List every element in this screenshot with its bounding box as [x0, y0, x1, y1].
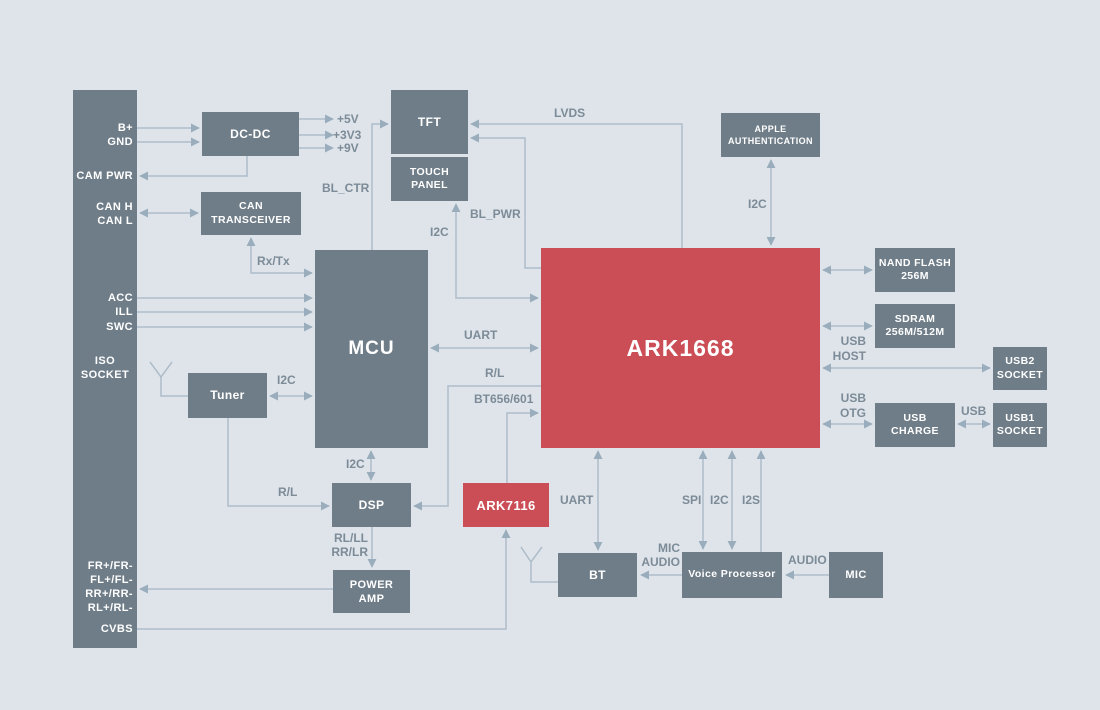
label-usb-host: USB HOST	[832, 334, 866, 363]
label-uart-mcu: UART	[464, 328, 498, 342]
label-rl-ark: R/L	[485, 366, 505, 380]
label-bt656-601: BT656/601	[474, 392, 534, 406]
pin-can-h: CAN H	[96, 201, 133, 213]
block-mic: MIC	[829, 552, 883, 598]
label-usb: USB	[961, 404, 987, 418]
label-rl-tuner: R/L	[278, 485, 298, 499]
label-i2c-tuner: I2C	[277, 373, 296, 387]
antenna-stem	[160, 377, 188, 397]
label-5v: +5V	[337, 112, 359, 126]
block-tuner: Tuner	[188, 373, 267, 418]
pin-speaker-outputs: FR+/FR- FL+/FL- RR+/RR- RL+/RL-	[85, 560, 133, 614]
block-nand-flash: NAND FLASH 256M	[875, 248, 955, 292]
wire-blctr-mcu-tft	[371, 119, 389, 250]
pin-cam-pwr: CAM PWR	[76, 170, 133, 182]
label-usb-otg: USB OTG	[840, 391, 866, 420]
wire-rl-ark-dsp	[413, 385, 541, 511]
pin-gnd: GND	[107, 136, 133, 148]
tuner-antenna-icon	[149, 361, 188, 397]
wire-campwr	[139, 156, 248, 181]
bt-antenna-icon	[520, 546, 558, 583]
block-power-amp: POWER AMP	[333, 570, 410, 613]
label-audio: AUDIO	[788, 553, 827, 567]
label-i2s: I2S	[742, 493, 761, 507]
block-mcu: MCU	[315, 250, 428, 448]
wire-rl-tuner-dsp	[227, 418, 330, 511]
label-rx-tx: Rx/Tx	[257, 254, 290, 268]
wire-lvds-ark-tft	[470, 119, 683, 248]
block-ark7116: ARK7116	[463, 483, 549, 527]
wire-cvbs-iso-ark7116	[137, 529, 511, 630]
iso-socket-label: ISO SOCKET	[80, 355, 130, 381]
block-bt: BT	[558, 553, 637, 597]
wire-rxtx	[246, 237, 313, 278]
block-tft: TFT	[391, 90, 468, 154]
block-dcdc: DC-DC	[202, 112, 299, 156]
label-uart-bt: UART	[560, 493, 594, 507]
label-rlll-rrlr: RL/LL RR/LR	[331, 531, 368, 559]
pin-swc: SWC	[106, 321, 133, 333]
block-usb1-socket: USB1 SOCKET	[993, 403, 1047, 447]
block-sdram: SDRAM 256M/512M	[875, 304, 955, 348]
wire-blpwr-ark-tft	[470, 133, 541, 269]
label-i2c-touch: I2C	[430, 225, 449, 239]
label-9v: +9V	[337, 141, 359, 155]
iso-socket-panel: B+ GND CAM PWR CAN H CAN L ACC ILL SWC I…	[73, 90, 137, 648]
pin-cvbs: CVBS	[100, 623, 133, 635]
label-3v3: +3V3	[333, 128, 362, 142]
block-can-transceiver: CAN TRANSCEIVER	[201, 192, 301, 235]
wire-bt656-ark7116-ark	[506, 408, 539, 483]
antenna-stem	[530, 562, 558, 583]
wire-i2c-touch-ark	[451, 203, 539, 303]
label-spi: SPI	[682, 493, 702, 507]
pin-acc: ACC	[107, 292, 133, 304]
antenna-v	[520, 546, 543, 564]
block-ark1668: ARK1668	[541, 248, 820, 448]
label-bl-pwr: BL_PWR	[470, 207, 521, 221]
block-usb2-socket: USB2 SOCKET	[993, 347, 1047, 390]
block-voice-processor: Voice Processor	[682, 552, 782, 598]
block-apple-authentication: APPLE AUTHENTICATION	[721, 113, 820, 157]
label-i2c-apple: I2C	[748, 197, 767, 211]
label-bl-ctr: BL_CTR	[322, 181, 370, 195]
pin-ill: ILL	[115, 306, 133, 318]
block-dsp: DSP	[332, 483, 411, 527]
pin-can-l: CAN L	[97, 215, 133, 227]
label-i2c-vp: I2C	[710, 493, 729, 507]
pin-b-plus: B+	[117, 122, 133, 134]
label-i2c-dsp: I2C	[346, 457, 365, 471]
block-usb-charge: USB CHARGE	[875, 403, 955, 447]
antenna-v	[149, 361, 173, 379]
label-mic-audio: MIC AUDIO	[641, 541, 680, 569]
label-lvds: LVDS	[554, 106, 586, 120]
block-touch-panel: TOUCH PANEL	[391, 157, 468, 201]
